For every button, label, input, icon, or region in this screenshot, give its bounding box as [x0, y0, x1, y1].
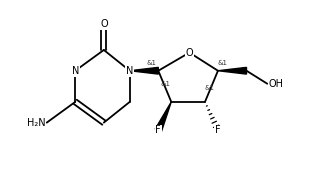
Text: &1: &1: [205, 85, 215, 91]
Text: F: F: [215, 125, 221, 135]
Text: &1: &1: [218, 60, 228, 66]
Text: &1: &1: [160, 81, 171, 87]
Text: O: O: [100, 19, 108, 29]
Text: F: F: [155, 125, 161, 135]
Text: &1: &1: [147, 60, 157, 66]
Polygon shape: [155, 102, 171, 132]
Text: N: N: [126, 66, 133, 76]
Text: OH: OH: [268, 79, 284, 89]
Text: H₂N: H₂N: [27, 118, 46, 128]
Polygon shape: [218, 67, 246, 74]
Text: O: O: [186, 48, 193, 58]
Text: N: N: [72, 66, 79, 76]
Polygon shape: [130, 67, 158, 74]
